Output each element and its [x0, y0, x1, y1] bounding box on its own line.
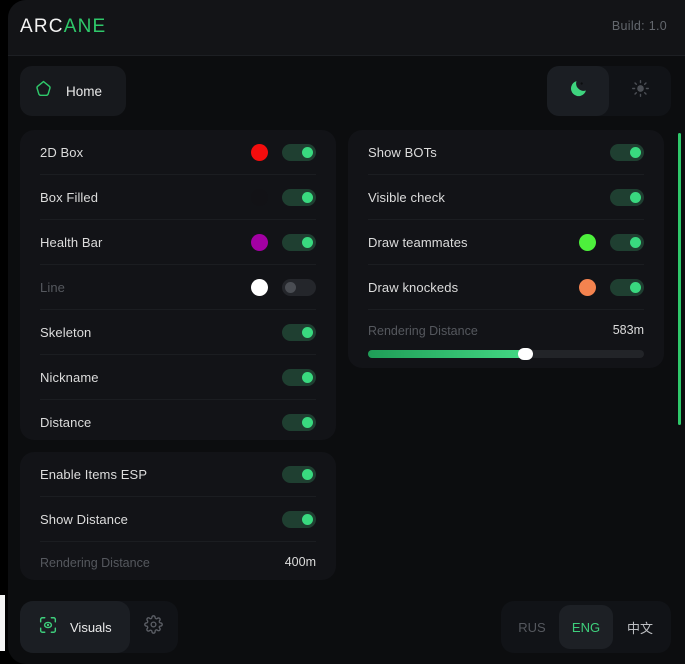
slider-fill — [368, 350, 526, 358]
setting-row[interactable]: Skeleton — [40, 309, 316, 354]
setting-row[interactable]: Draw knockeds — [368, 264, 644, 309]
slider-label: Rendering Distance — [40, 556, 150, 570]
toggle-knob — [302, 468, 313, 480]
app-window: ARCANE Build: 1.0 Home — [8, 0, 685, 664]
color-swatch[interactable] — [251, 233, 268, 251]
slider-row[interactable]: Rendering Distance 400m — [40, 541, 316, 580]
logo-text-primary: ARC — [20, 16, 64, 37]
setting-row[interactable]: Visible check — [368, 174, 644, 219]
app-footer: Visuals RUS ENG 中文 — [8, 592, 685, 664]
toggle-switch[interactable] — [282, 188, 316, 206]
toggle-switch[interactable] — [610, 143, 644, 161]
toggle-switch[interactable] — [282, 323, 316, 341]
theme-dark-button[interactable] — [547, 66, 609, 116]
moon-icon — [568, 78, 589, 104]
toggle-switch[interactable] — [282, 143, 316, 161]
color-swatch[interactable] — [251, 143, 268, 161]
top-tab-bar: Home — [8, 56, 685, 126]
color-swatch[interactable] — [251, 278, 268, 296]
setting-row[interactable]: Draw teammates — [368, 219, 644, 264]
color-swatch[interactable] — [579, 278, 596, 296]
app-header: ARCANE Build: 1.0 — [8, 0, 685, 56]
toggle-switch[interactable] — [282, 368, 316, 386]
setting-label: Nickname — [40, 369, 99, 385]
toggle-knob — [302, 371, 313, 383]
toggle-switch[interactable] — [282, 233, 316, 251]
toggle-knob — [302, 191, 313, 203]
build-version-label: Build: 1.0 — [611, 19, 667, 33]
toggle-knob — [630, 236, 641, 248]
language-switcher: RUS ENG 中文 — [501, 601, 671, 653]
theme-switcher — [547, 66, 671, 116]
tab-home[interactable]: Home — [20, 66, 126, 116]
nav-item-settings[interactable] — [130, 601, 178, 653]
gear-icon — [144, 615, 163, 639]
setting-label: Show BOTs — [368, 144, 437, 160]
toggle-switch[interactable] — [610, 233, 644, 251]
setting-label: Visible check — [368, 189, 445, 205]
setting-label: Health Bar — [40, 234, 103, 250]
toggle-knob — [302, 326, 313, 338]
home-pentagon-icon — [34, 79, 53, 103]
panel-items-esp: Enable Items ESP Show Distance Rendering… — [20, 452, 336, 580]
setting-label: Enable Items ESP — [40, 466, 148, 482]
setting-row[interactable]: Show BOTs — [368, 130, 644, 174]
setting-row[interactable]: Show Distance — [40, 496, 316, 541]
language-option-rus[interactable]: RUS — [518, 619, 546, 635]
footer-nav-group: Visuals — [20, 601, 178, 653]
toggle-switch[interactable] — [282, 413, 316, 431]
setting-row[interactable]: Box Filled — [40, 174, 316, 219]
toggle-switch[interactable] — [282, 510, 316, 528]
left-edge-indicator — [0, 595, 5, 651]
toggle-switch[interactable] — [282, 278, 316, 296]
toggle-knob — [302, 513, 313, 525]
nav-item-visuals[interactable]: Visuals — [20, 601, 130, 653]
app-logo: ARCANE — [20, 16, 106, 38]
setting-label: Box Filled — [40, 189, 99, 205]
toggle-switch[interactable] — [610, 188, 644, 206]
nav-item-visuals-label: Visuals — [70, 619, 112, 635]
toggle-switch[interactable] — [282, 465, 316, 483]
toggle-knob — [302, 236, 313, 248]
vertical-scrollbar[interactable] — [678, 133, 681, 425]
setting-label: Draw knockeds — [368, 279, 459, 295]
tab-home-label: Home — [66, 83, 103, 99]
setting-label: Line — [40, 279, 65, 295]
panel-players: Show BOTs Visible check Draw teammates D… — [348, 130, 664, 368]
toggle-knob — [630, 191, 641, 203]
toggle-switch[interactable] — [610, 278, 644, 296]
setting-label: Show Distance — [40, 511, 129, 527]
setting-row[interactable]: 2D Box — [40, 130, 316, 174]
setting-label: Draw teammates — [368, 234, 468, 250]
logo-text-accent: ANE — [63, 16, 107, 37]
theme-light-button[interactable] — [609, 66, 671, 116]
toggle-knob — [302, 416, 313, 428]
toggle-knob — [285, 281, 296, 293]
setting-label: 2D Box — [40, 144, 84, 160]
setting-row[interactable]: Health Bar — [40, 219, 316, 264]
color-swatch[interactable] — [251, 188, 268, 206]
language-option-eng[interactable]: ENG — [559, 605, 613, 649]
setting-label: Skeleton — [40, 324, 92, 340]
language-option-zho[interactable]: 中文 — [626, 620, 653, 636]
slider-row[interactable]: Rendering Distance 583m — [368, 309, 644, 368]
sun-icon — [631, 79, 650, 103]
toggle-knob — [630, 281, 641, 293]
eye-scan-icon — [38, 615, 58, 640]
setting-row[interactable]: Nickname — [40, 354, 316, 399]
setting-row[interactable]: Distance — [40, 399, 316, 440]
slider-value: 400m — [284, 555, 316, 569]
toggle-knob — [630, 146, 641, 158]
panel-esp: 2D Box Box Filled Health Bar Line Skelet… — [20, 130, 336, 440]
setting-row[interactable]: Enable Items ESP — [40, 452, 316, 496]
setting-row[interactable]: Line — [40, 264, 316, 309]
slider-value: 583m — [612, 323, 644, 337]
slider-track[interactable] — [368, 348, 644, 360]
setting-label: Distance — [40, 414, 92, 430]
toggle-knob — [302, 146, 313, 158]
slider-handle[interactable] — [518, 348, 534, 360]
color-swatch[interactable] — [579, 233, 596, 251]
slider-label: Rendering Distance — [368, 324, 478, 338]
